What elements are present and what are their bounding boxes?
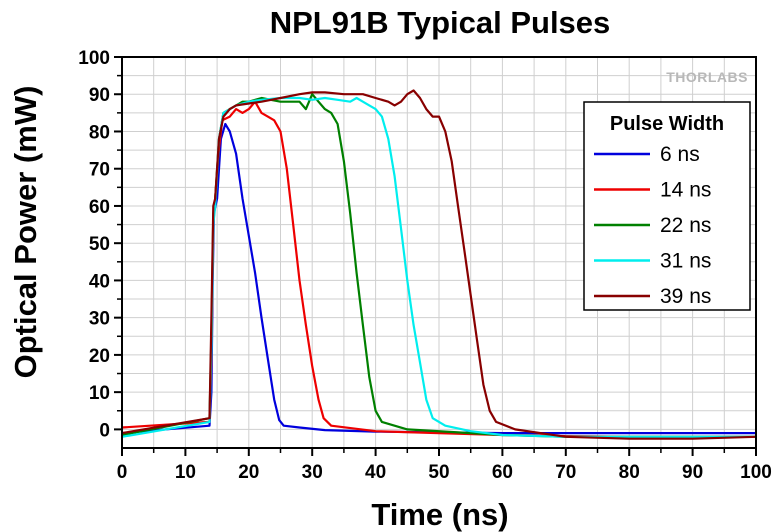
legend-label: 31 ns [660,250,711,273]
y-tick-label: 80 [89,122,110,143]
x-tick-label: 70 [555,462,576,483]
y-tick-label: 10 [89,383,110,404]
tick-marks [114,56,757,456]
y-tick-label: 60 [89,197,110,218]
series-line-39-ns [121,89,757,440]
y-tick-label: 0 [99,420,110,441]
y-tick-label: 90 [89,85,110,106]
x-tick-label: 40 [365,462,386,483]
x-tick-label: 50 [428,462,449,483]
plot-frame [121,56,757,449]
y-tick-label: 50 [89,234,110,255]
y-axis-title: Optical Power (mW) [8,86,43,379]
tick-labels: 0 10 20 30 40 50 60 70 80 90 100 0 10 20 30 40 50 60 70 80 9… [78,48,772,483]
x-tick-label: 0 [117,462,128,483]
thorlabs-watermark: THORLABS [666,69,748,85]
chart-title: NPL91B Typical Pulses [270,5,611,40]
x-tick-label: 80 [619,462,640,483]
x-tick-label: 30 [302,462,323,483]
x-tick-label: 90 [682,462,703,483]
x-axis-title: Time (ns) [371,497,508,532]
legend-label: 39 ns [660,285,711,308]
y-tick-label: 40 [89,271,110,292]
legend-label: 6 ns [660,143,700,166]
minor-ticks [117,74,726,453]
x-tick-label: 10 [175,462,196,483]
y-tick-label: 100 [78,48,110,69]
legend-label: 14 ns [660,179,711,202]
x-tick-label: 60 [492,462,513,483]
legend-title: Pulse Width [610,113,724,135]
y-tick-label: 20 [89,346,110,367]
legend-label: 22 ns [660,214,711,237]
y-tick-label: 70 [89,160,110,181]
legend-box [583,101,751,311]
x-tick-label: 20 [238,462,259,483]
series-lines [121,89,757,440]
legend: Pulse Width 6 ns 14 ns 22 ns 31 ns 39 ns [583,101,751,311]
y-tick-label: 30 [89,309,110,330]
x-tick-label: 100 [740,462,772,483]
